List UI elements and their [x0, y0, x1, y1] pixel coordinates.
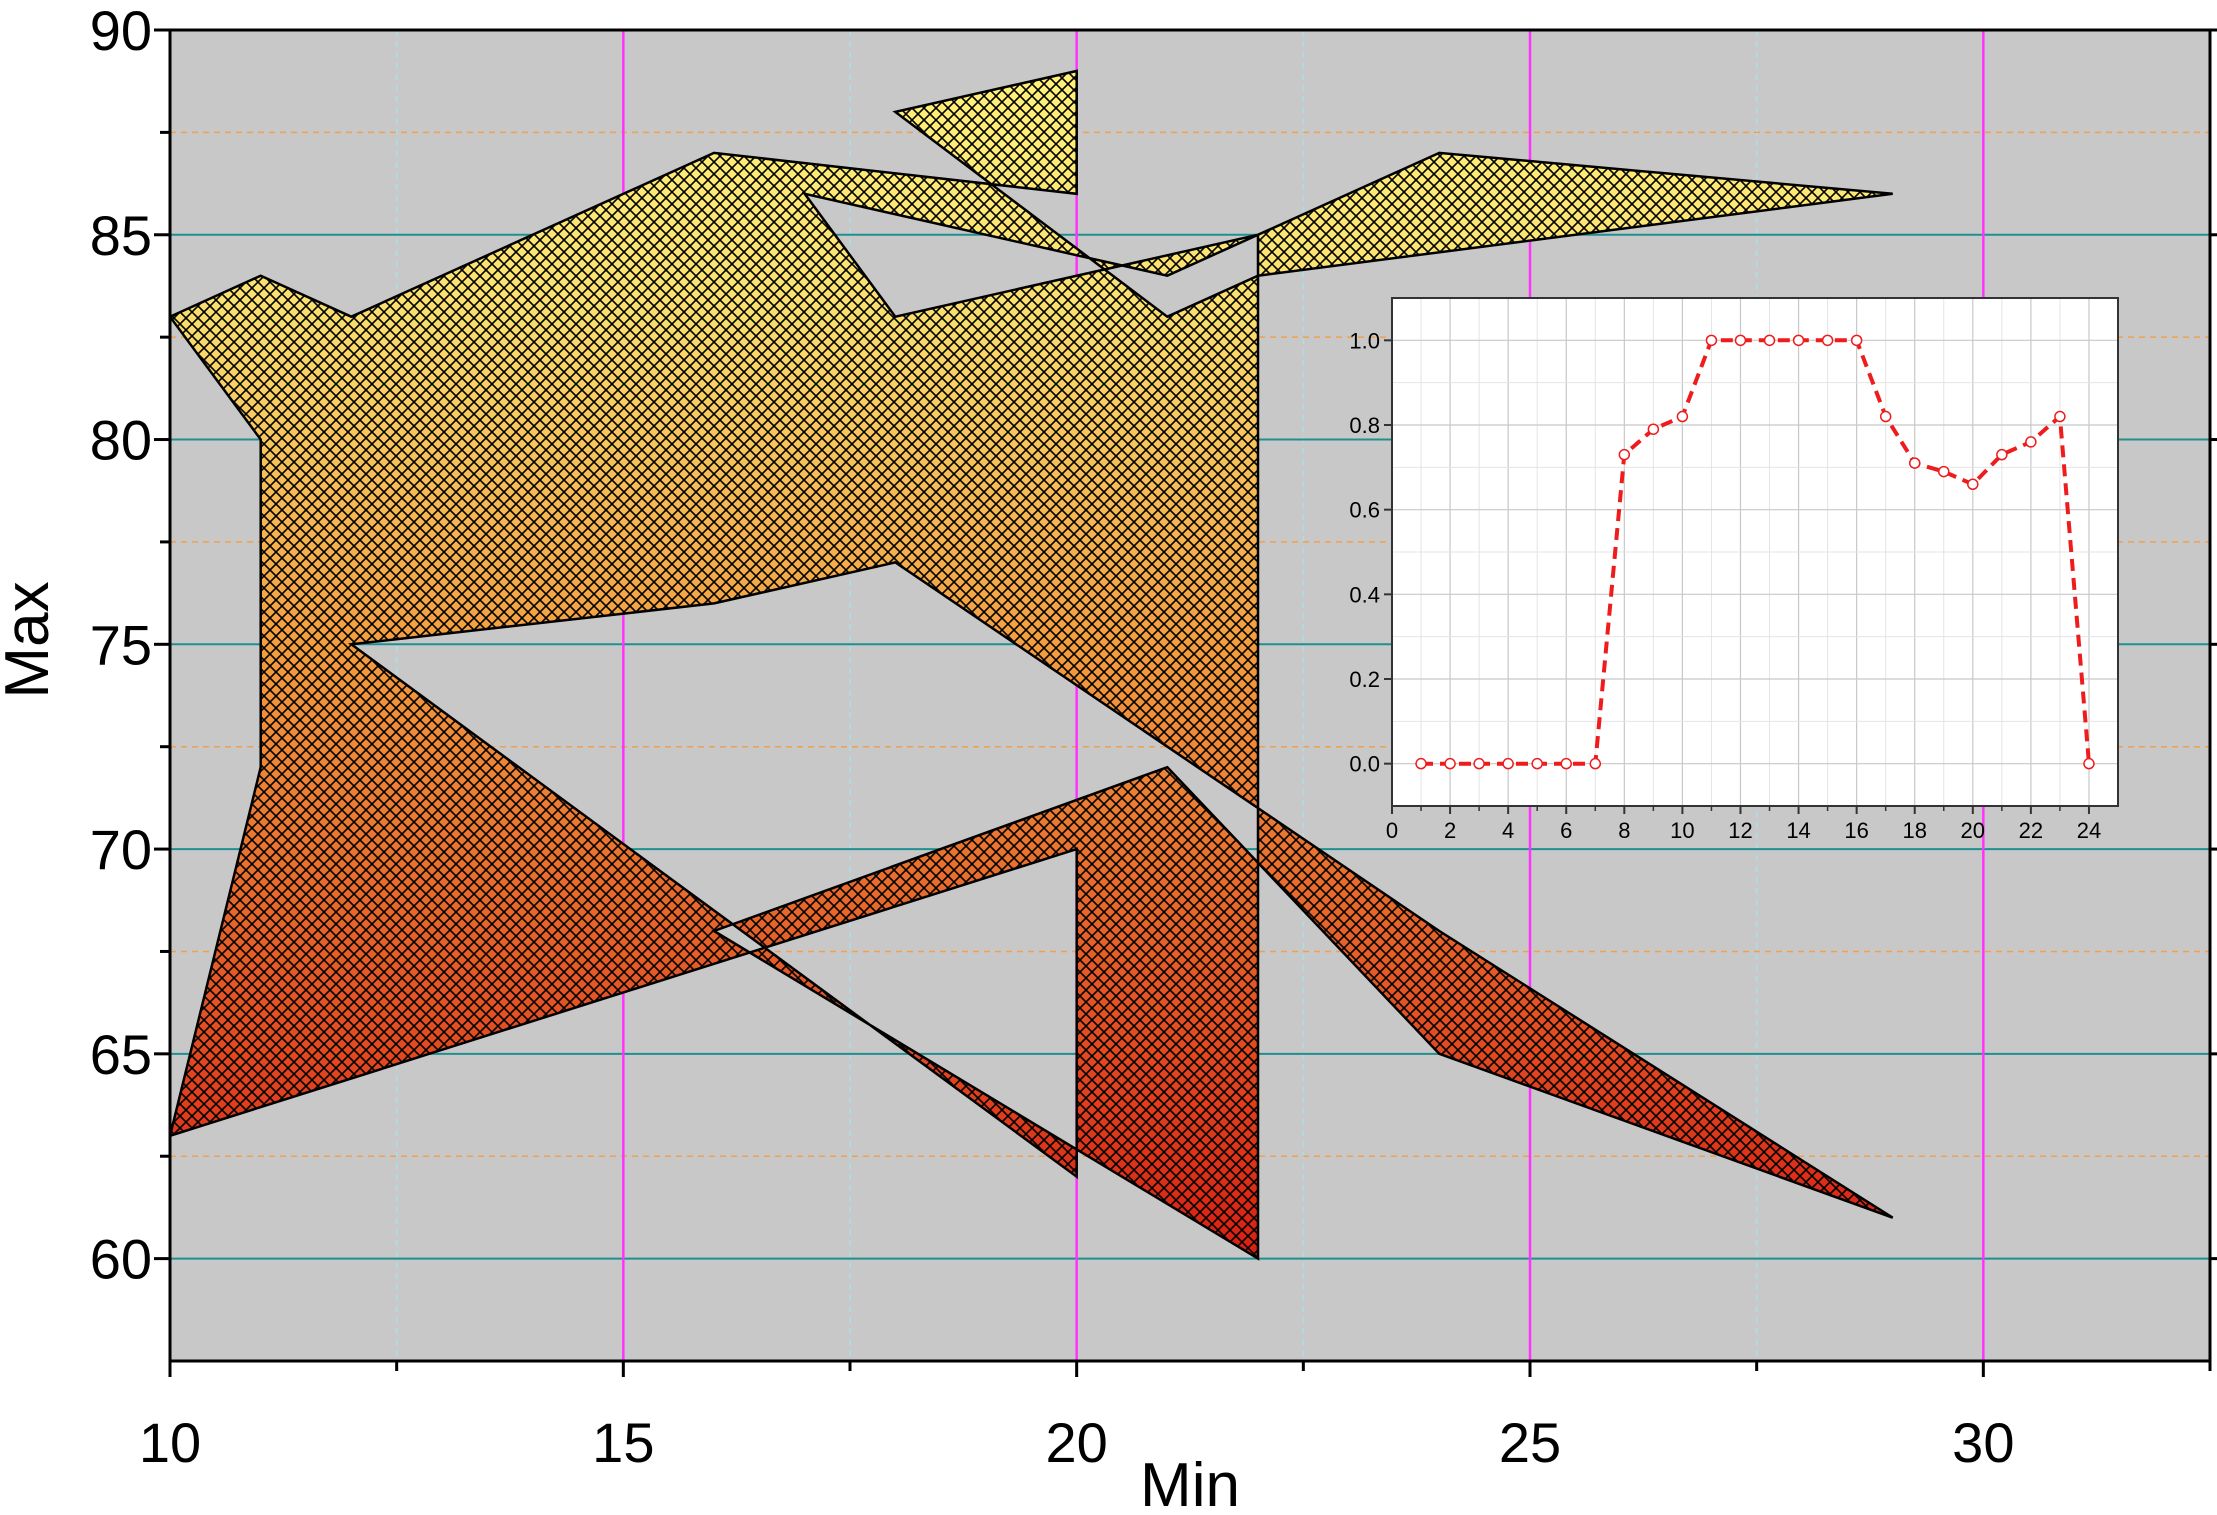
y-tick-label: 90	[90, 0, 152, 62]
inset-data-point	[1821, 334, 1834, 347]
tick-marks	[154, 28, 2217, 1377]
inset-data-point	[1560, 757, 1572, 770]
inset-y-tick-labels: 0.0 0.2 0.4 0.6 0.8 1.0	[1349, 328, 1380, 776]
hatched-area-series	[170, 69, 1894, 1261]
y-axis-label: Max	[0, 581, 62, 698]
inset-y-tick-label: 0.6	[1349, 498, 1380, 523]
x-tick-label: 20	[1046, 1411, 1108, 1474]
inset-y-tick-label: 0.8	[1349, 413, 1380, 438]
inset-y-tick-label: 0.4	[1349, 582, 1380, 607]
inset-data-point	[1763, 334, 1776, 347]
inset-data-point	[1676, 410, 1689, 423]
inset-x-tick-label: 2	[1444, 818, 1456, 843]
inset-data-point	[1734, 334, 1747, 347]
y-tick-labels: 60 65 70 75 80 85 90	[90, 0, 152, 1291]
y-tick-label: 80	[90, 409, 152, 472]
inset-x-tick-label: 12	[1728, 818, 1752, 843]
inset-x-tick-label: 18	[1902, 818, 1926, 843]
inset-data-point	[1850, 334, 1863, 347]
inset-data-point	[1618, 448, 1631, 461]
x-tick-label: 30	[1952, 1411, 2014, 1474]
inset-data-point	[1444, 757, 1456, 770]
inset-data-point	[1531, 757, 1543, 770]
inset-data-point	[1647, 423, 1660, 435]
inset-x-tick-labels: 0 2 4 6 8 10 12 14 16 18 20 22 24	[1386, 818, 2101, 843]
inset-frame	[1391, 297, 2119, 807]
inset-tick-marks	[1384, 339, 2090, 814]
inset-x-tick-label: 14	[1786, 818, 1810, 843]
inset-line-series	[1415, 334, 2095, 770]
inset-data-point	[2054, 410, 2066, 423]
inset-data-point	[1589, 757, 1602, 770]
inset-y-tick-label: 0.2	[1349, 667, 1380, 692]
x-tick-label: 10	[139, 1411, 201, 1474]
inset-y-tick-label: 1.0	[1349, 328, 1380, 353]
inset-x-tick-label: 16	[1844, 818, 1868, 843]
inset-grid-lines	[1392, 297, 2118, 806]
inset-data-point	[1908, 457, 1921, 469]
inset-data-point	[1502, 757, 1514, 770]
inset-chart: 0 2 4 6 8 10 12 14 16 18 20 22 24 0.00.20.40.60.81.0	[1349, 297, 2119, 843]
inset-data-point	[1473, 757, 1485, 770]
inset-x-tick-label: 20	[1961, 818, 1985, 843]
x-tick-label: 15	[592, 1411, 654, 1474]
inset-x-tick-label: 6	[1560, 818, 1572, 843]
inset-data-point	[2025, 436, 2037, 448]
y-tick-label: 75	[90, 613, 152, 676]
inset-x-tick-label: 0	[1386, 818, 1398, 843]
inset-x-tick-label: 24	[2077, 818, 2101, 843]
x-tick-labels: 10 15 20 25 30	[139, 1411, 2015, 1474]
area-outline	[170, 69, 1894, 1261]
y-tick-label: 85	[90, 204, 152, 267]
inset-x-tick-label: 8	[1618, 818, 1630, 843]
inset-data-point	[1967, 478, 1979, 491]
inset-data-point	[1938, 465, 1950, 478]
inset-x-tick-label: 10	[1670, 818, 1694, 843]
inset-y-tick-label: 0.0	[1349, 752, 1380, 777]
y-tick-label: 65	[90, 1023, 152, 1086]
inset-x-tick-label: 4	[1502, 818, 1514, 843]
plot-frame	[168, 28, 2212, 1363]
inset-data-point	[2083, 757, 2095, 770]
y-tick-label: 60	[90, 1228, 152, 1291]
inset-x-tick-label: 22	[2019, 818, 2043, 843]
x-axis-label: Min	[1140, 1451, 1240, 1510]
y-tick-label: 70	[90, 818, 152, 881]
inset-data-point	[1705, 334, 1718, 347]
inset-data-point	[1996, 448, 2008, 461]
inset-data-point	[1879, 410, 1892, 423]
inset-data-point	[1792, 334, 1805, 347]
inset-data-point	[1415, 757, 1427, 770]
x-tick-label: 25	[1499, 1411, 1561, 1474]
